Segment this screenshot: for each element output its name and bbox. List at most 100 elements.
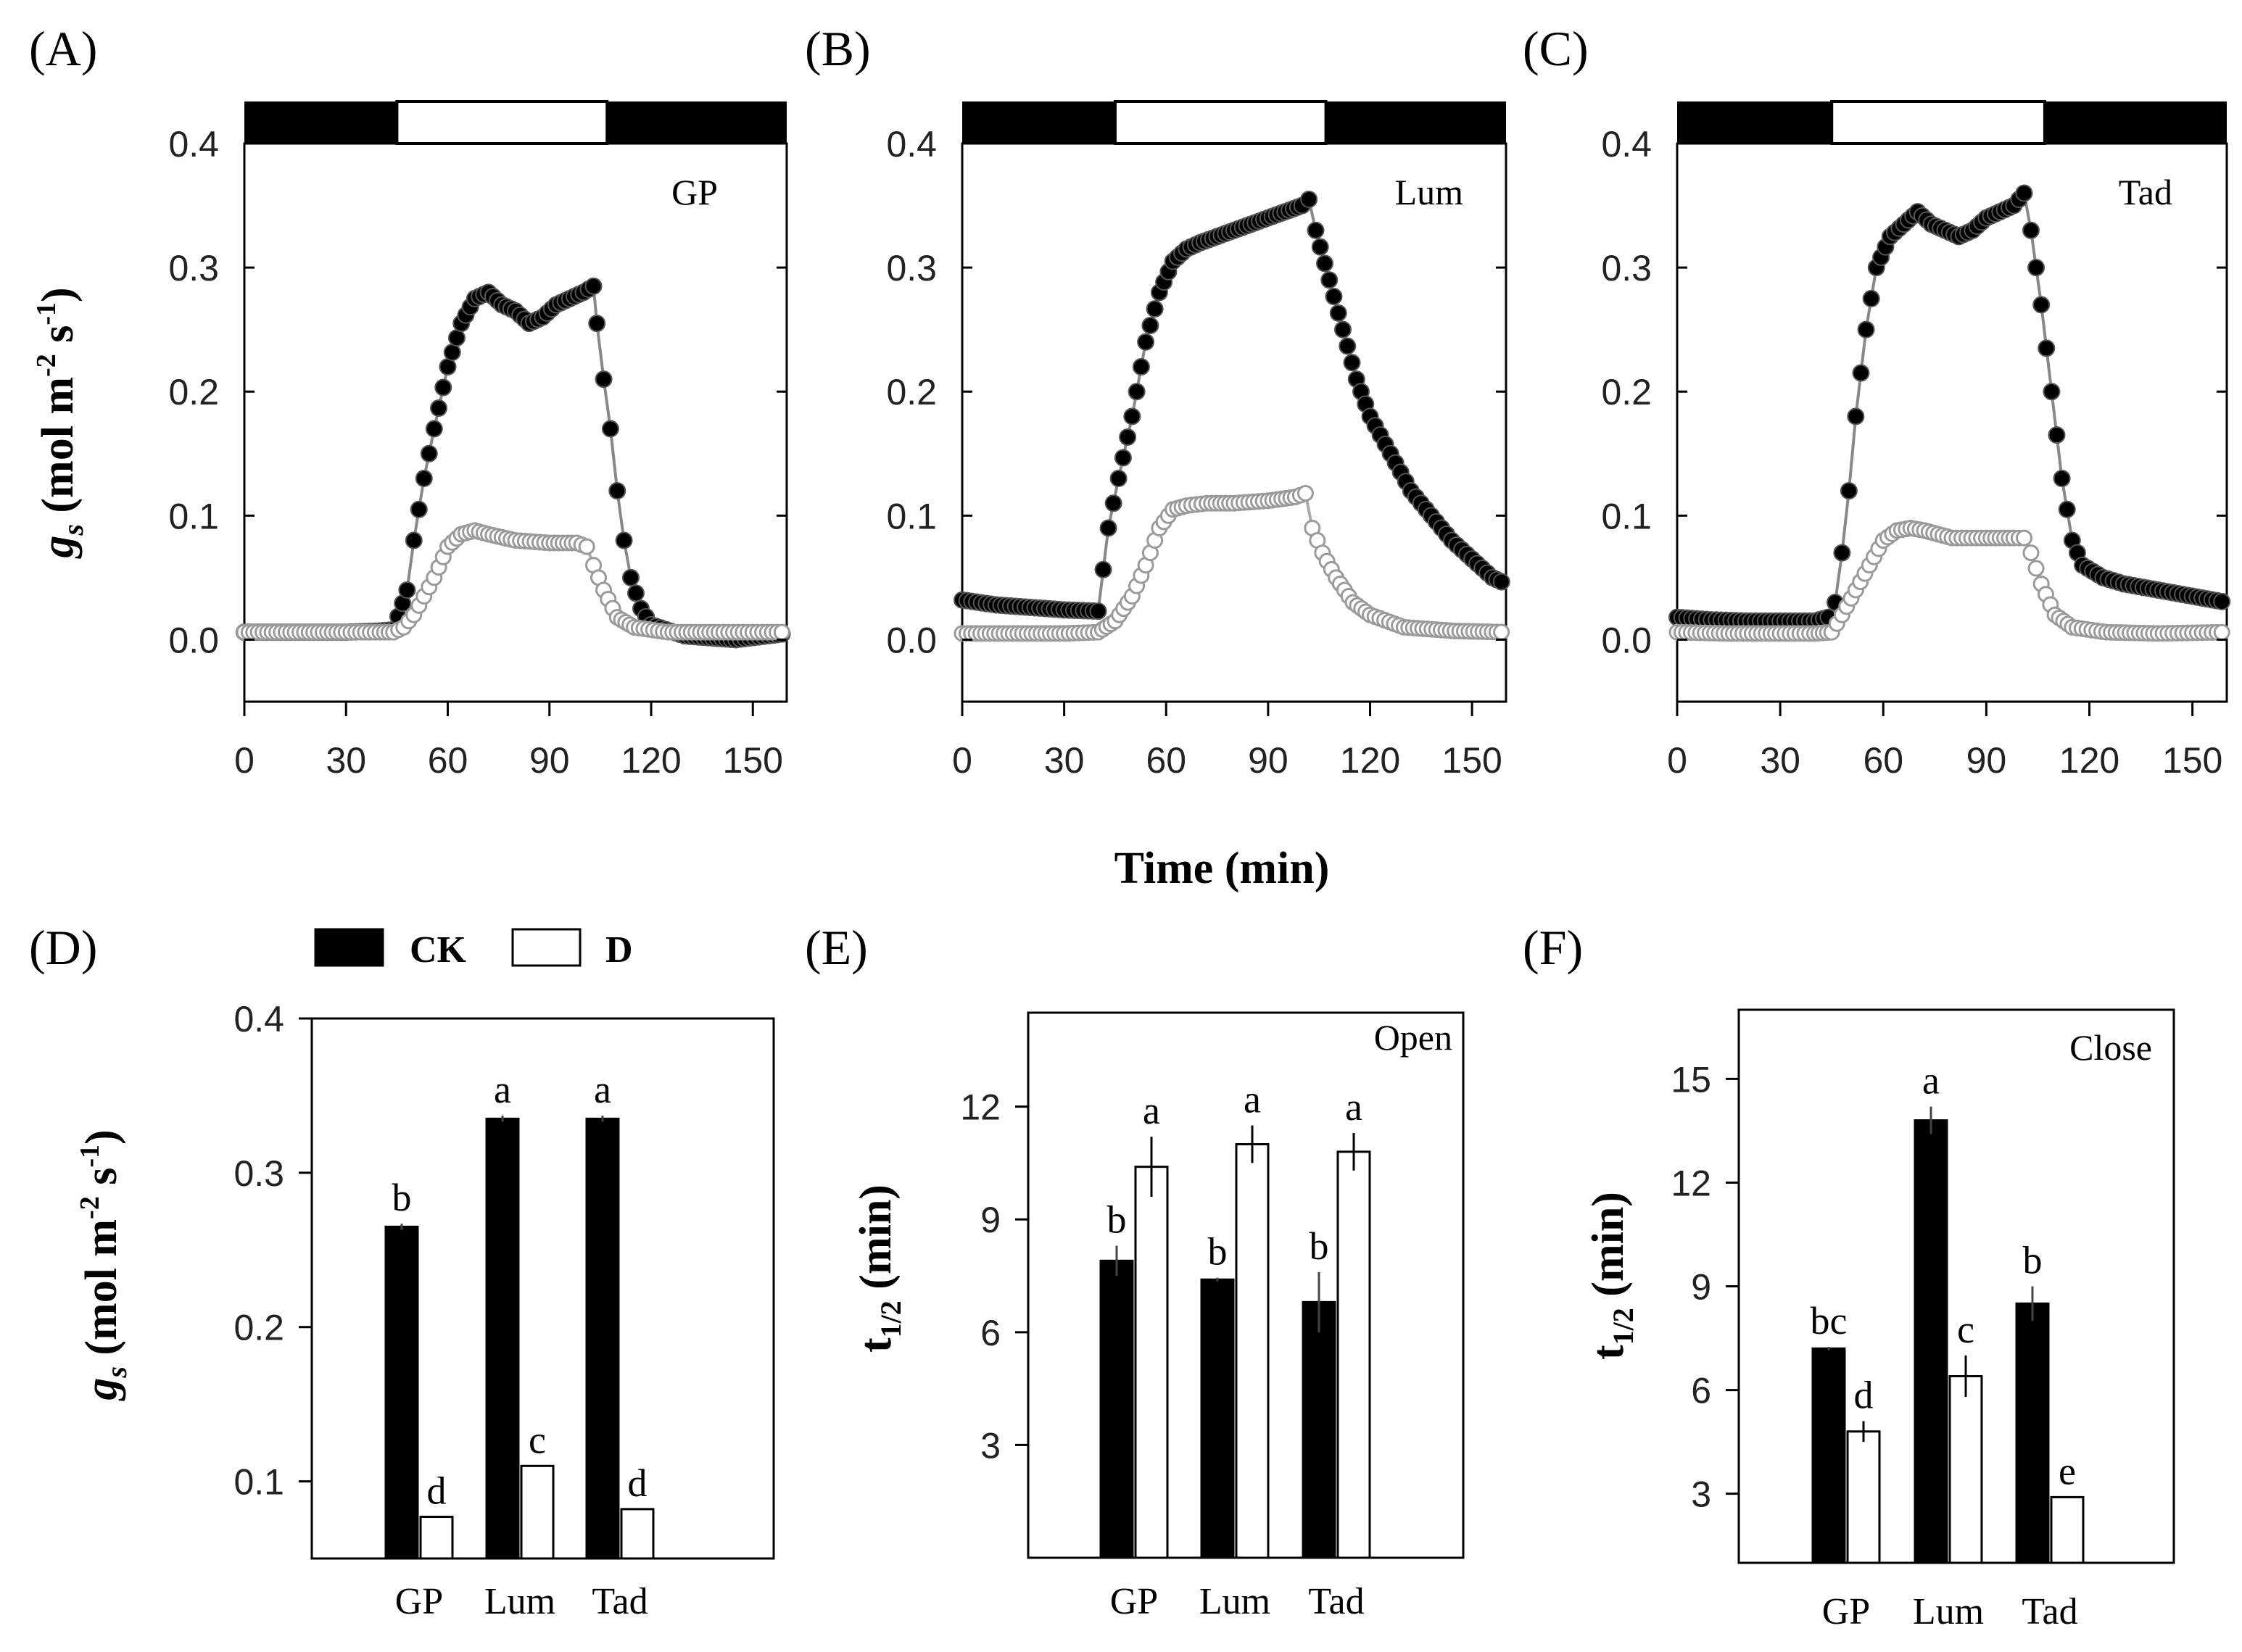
data-point-d [2022, 544, 2040, 562]
dark-period [1325, 101, 1506, 144]
bar-d [1235, 1143, 1270, 1559]
dark-period [607, 101, 787, 144]
data-marks: bcd a c b e [1811, 1059, 2085, 1564]
y-tick-label: 0.3 [1601, 248, 1652, 289]
data-point-ck [1852, 364, 1870, 382]
data-point-ck [1307, 221, 1325, 239]
panel-label: (E) [805, 920, 868, 975]
series-line-ck [1676, 189, 2227, 623]
data-point-ck [2213, 592, 2231, 610]
axes: 3 6 9 12 15 GP Lum Tad [1671, 1059, 2077, 1632]
inset-label: Lum [1395, 172, 1464, 212]
panel-a: (A) GP 0.0 0.1 0.2 0.3 0.4 0 30 60 90 120 150 [29, 21, 791, 781]
legend-label-ck: CK [410, 929, 467, 971]
significance-letter: a [594, 1068, 611, 1111]
data-point-ck [420, 444, 438, 462]
y-tick-label: 0.4 [233, 999, 284, 1039]
x-tick-label: 120 [1340, 740, 1400, 781]
y-tick-label: 0.4 [168, 124, 219, 165]
significance-letter: a [1345, 1085, 1362, 1129]
bar-ck [2015, 1302, 2050, 1564]
bar-d [1846, 1430, 1881, 1564]
y-tick-label: 6 [1691, 1371, 1711, 1411]
data-point-d [2015, 529, 2032, 547]
y-axis-title: t1/2 (min) [1584, 1192, 1639, 1360]
legend-swatch-ck [314, 928, 384, 967]
data-point-ck [1339, 337, 1357, 355]
data-point-ck [621, 568, 640, 586]
significance-letter: b [1208, 1230, 1228, 1274]
panel-label: (D) [29, 920, 97, 975]
data-point-ck [1146, 300, 1164, 318]
x-tick-label: 0 [952, 740, 972, 781]
significance-letter: b [2023, 1239, 2043, 1282]
x-tick-label: 30 [1044, 740, 1085, 781]
data-point-ck [2058, 500, 2076, 518]
data-point-ck [2015, 184, 2033, 202]
data-point-ck [1104, 494, 1122, 512]
x-tick-label: 90 [1966, 740, 2007, 781]
significance-letter: d [628, 1461, 648, 1505]
data-marks [236, 277, 791, 649]
x-category-label: Lum [484, 1581, 555, 1622]
y-tick-label: 0.2 [233, 1308, 284, 1348]
dark-period [962, 101, 1115, 144]
y-tick-label: 6 [980, 1313, 1001, 1353]
data-point-ck [1840, 482, 1858, 500]
panel-label: (B) [805, 21, 871, 76]
axes: 0.0 0.1 0.2 0.3 0.4 0 30 60 90 120 150 [886, 124, 1506, 781]
light-period [395, 100, 609, 145]
data-point-ck [2053, 470, 2071, 487]
data-marks: b a b a b a [1099, 1078, 1371, 1559]
data-point-ck [1089, 602, 1107, 620]
inset-label: Tad [2119, 172, 2172, 212]
significance-letter: a [494, 1068, 511, 1111]
y-tick-label: 0.0 [886, 620, 937, 660]
data-point-ck [1833, 544, 1851, 562]
x-tick-label: 60 [1863, 740, 1903, 781]
data-point-ck [443, 344, 461, 362]
panel-f: (F) Close bcd a c b e 3 6 9 12 15 GP Lum Tad t1/2 (… [1523, 920, 2175, 1632]
bar-d [1948, 1374, 1983, 1564]
plot-frame [243, 142, 788, 703]
data-point-d [578, 538, 595, 555]
light-period [1830, 100, 2046, 145]
axes: 3 6 9 12 GP Lum Tad [960, 1087, 1364, 1622]
x-tick-label: 30 [1760, 740, 1800, 781]
data-point-d [1296, 485, 1314, 502]
significance-letter: a [1143, 1089, 1160, 1132]
x-axis-title: Time (min) [1114, 844, 1330, 893]
y-tick-label: 12 [1671, 1163, 1711, 1203]
data-point-ck [1137, 333, 1155, 351]
bar-d [620, 1508, 655, 1560]
y-tick-label: 15 [1671, 1059, 1711, 1100]
data-point-ck [1123, 407, 1141, 426]
significance-letter: d [427, 1469, 447, 1513]
data-point-ck [1862, 289, 1880, 307]
light-period [1113, 100, 1328, 145]
y-tick-label: 0.1 [886, 496, 937, 536]
data-marks: b d a c a d [384, 1068, 655, 1560]
series-line-ck [961, 196, 1507, 613]
significance-letter: a [1244, 1078, 1261, 1121]
y-tick-label: 9 [1691, 1267, 1711, 1308]
data-point-d [2027, 560, 2045, 577]
bar-ck [1200, 1278, 1235, 1559]
data-point-ck [1343, 354, 1361, 372]
bar-ck [585, 1117, 620, 1560]
panel-e: (E) Open b a b a b a 3 6 9 12 GP Lum Tad t1/2 (min) [805, 920, 1465, 1622]
bar-d [419, 1516, 454, 1560]
significance-letter: c [1957, 1308, 1974, 1351]
axes: 0.1 0.2 0.3 0.4 GP Lum Tad [233, 999, 648, 1622]
data-marks [954, 191, 1510, 642]
data-point-ck [1325, 288, 1343, 306]
x-tick-label: 0 [1667, 740, 1687, 781]
x-category-label: Tad [1308, 1581, 1364, 1622]
inset-label: Open [1374, 1017, 1452, 1058]
light-dark-bar [962, 100, 1506, 145]
data-point-ck [2027, 259, 2045, 277]
data-point-ck [584, 277, 603, 295]
significance-letter: a [1922, 1059, 1940, 1103]
data-point-ck [1311, 238, 1329, 256]
